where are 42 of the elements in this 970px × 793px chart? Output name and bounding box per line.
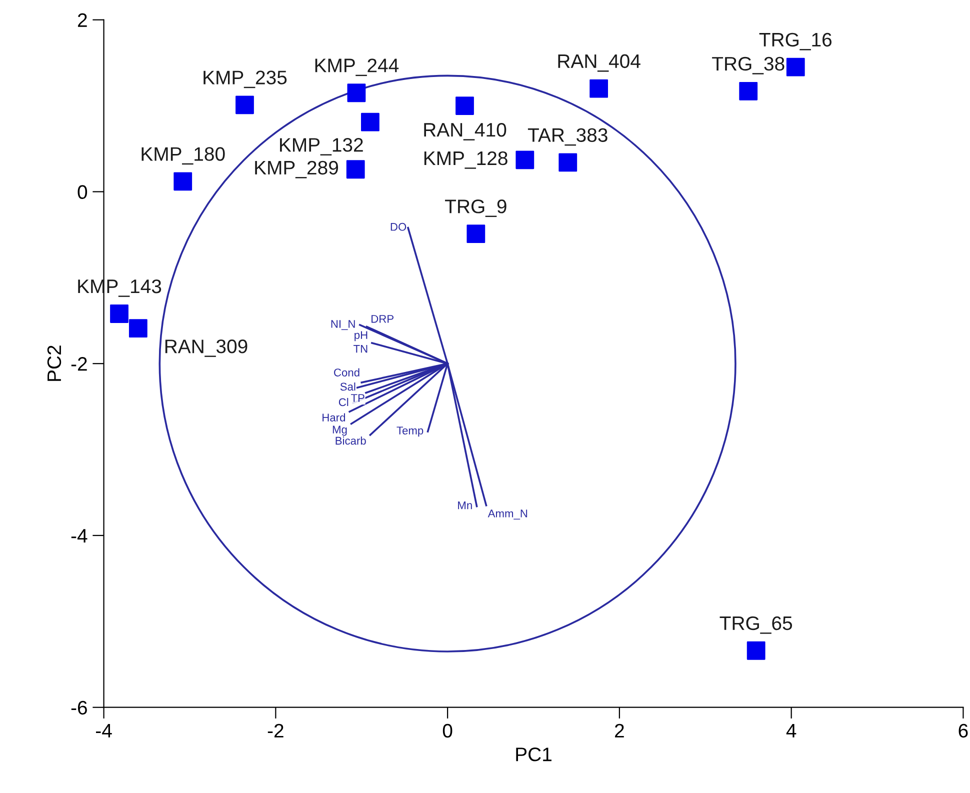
annotation: TRG_9: [445, 200, 506, 217]
series-label: Bicarb: [336, 436, 366, 445]
y-tick-label: -2: [71, 357, 87, 371]
series-label: NI_N: [331, 320, 355, 330]
x-tick-label: -4: [96, 724, 112, 738]
x-tick-label: 2: [615, 724, 624, 738]
y-tick-label: 2: [78, 13, 87, 27]
x-tick-label: 0: [442, 724, 452, 738]
y-tick-label: -4: [71, 529, 88, 543]
annotation: TRG_38: [712, 56, 784, 74]
x-tick-label: 6: [958, 724, 968, 738]
y-axis-title: PC2: [47, 346, 62, 381]
annotation: TAR_383: [528, 128, 608, 146]
annotation: TRG_65: [720, 616, 792, 634]
series-label: Hard: [322, 413, 346, 422]
annotation: KMP_244: [315, 58, 399, 76]
series-label: Temp: [396, 426, 424, 437]
annotation: RAN_309: [165, 340, 248, 357]
annotation: TRG_16: [759, 32, 832, 50]
series-label: pH: [354, 331, 368, 342]
series-label: DRP: [372, 315, 394, 323]
annotation: KMP_289: [255, 160, 338, 178]
annotation: KMP_128: [424, 151, 508, 169]
series-label: TN: [354, 344, 368, 353]
series-label: Mg: [332, 426, 347, 436]
series-label: Cl: [338, 398, 348, 406]
x-tick-label: 4: [786, 724, 796, 738]
y-tick-label: 0: [78, 185, 88, 199]
annotation: KMP_132: [280, 138, 363, 156]
series-label: TP: [350, 394, 364, 402]
annotation: KMP_235: [204, 70, 287, 88]
annotation: KMP_180: [142, 147, 225, 165]
annotation: RAN_404: [558, 54, 640, 72]
x-axis-title: PC1: [516, 748, 552, 762]
x-tick-label: -2: [268, 724, 284, 738]
series-label: Amm_N: [488, 510, 528, 520]
series-label: DO: [390, 222, 406, 231]
series-label: Cond: [334, 368, 360, 376]
series-label: Mn: [458, 501, 472, 510]
series-label: Sal: [340, 382, 356, 391]
annotation: RAN_410: [424, 122, 506, 140]
y-tick-label: -6: [71, 700, 87, 715]
